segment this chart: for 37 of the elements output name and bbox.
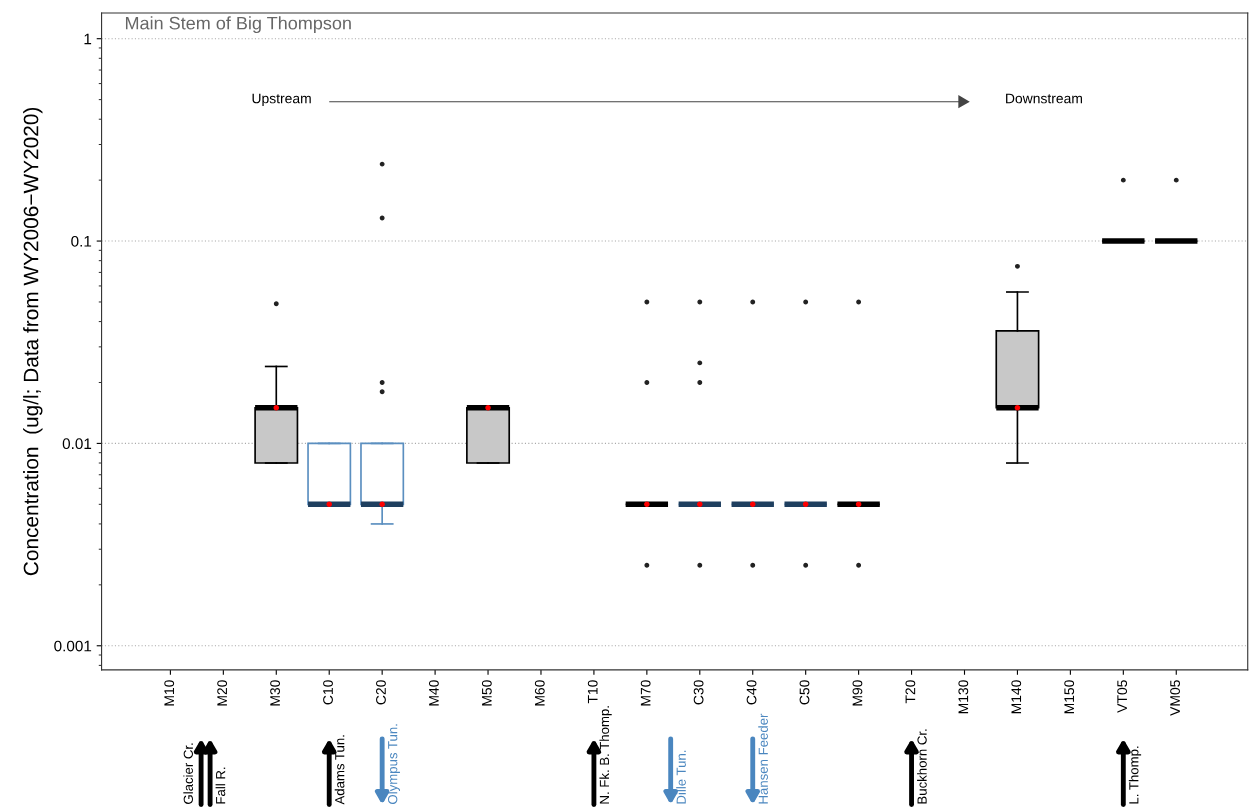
annotation: Downstream <box>1006 93 1082 104</box>
x-tick-label: M70 <box>640 680 651 706</box>
text: Fall R. <box>215 767 226 804</box>
annotation: Upstream <box>252 93 311 107</box>
y-tick-label: 1 <box>84 33 92 45</box>
x-tick-label: C30 <box>693 680 704 705</box>
text: Glacier Cr. <box>183 743 193 804</box>
y-tick-label: 0.01 <box>62 438 92 450</box>
x-tick-label: M60 <box>534 680 545 706</box>
x-tick-label: M150 <box>1064 680 1075 714</box>
x-tick-label: C10 <box>323 680 333 705</box>
x-tick-label: C50 <box>799 680 810 705</box>
text: Hansen Feeder <box>758 713 768 804</box>
chart-title: Main Stem of Big Thompson <box>125 16 351 34</box>
x-tick-label: M50 <box>481 680 492 706</box>
y-axis-title: Concentration (ug/l; Data from WY2006−WY2020) <box>23 107 43 576</box>
text: L. Thomp. <box>1128 746 1142 804</box>
x-tick-label: M130 <box>958 680 969 714</box>
x-tick-label: M90 <box>852 680 863 706</box>
x-tick-label: M30 <box>270 680 281 706</box>
text: Buckhorn Cr. <box>917 729 927 804</box>
text: Dille Tun. <box>676 750 686 804</box>
x-tick-label: VT05 <box>1117 680 1128 713</box>
text: N. Fk. B. Thomp. <box>599 706 612 804</box>
x-tick-label: M140 <box>1011 680 1022 714</box>
x-tick-label: T20 <box>905 680 916 704</box>
x-tick-label: C20 <box>376 680 386 705</box>
text: Adams Tun. <box>334 735 345 805</box>
x-tick-label: VM05 <box>1170 680 1180 716</box>
x-tick-label: C40 <box>746 680 757 705</box>
x-tick-label: T10 <box>587 680 598 704</box>
x-tick-label: M10 <box>164 680 175 706</box>
y-tick-label: 0.001 <box>54 640 92 652</box>
x-tick-label: M40 <box>428 680 439 706</box>
text: Olympus Tun. <box>387 724 400 804</box>
x-tick-label: M20 <box>217 680 228 706</box>
y-tick-label: 0.1 <box>71 235 92 247</box>
